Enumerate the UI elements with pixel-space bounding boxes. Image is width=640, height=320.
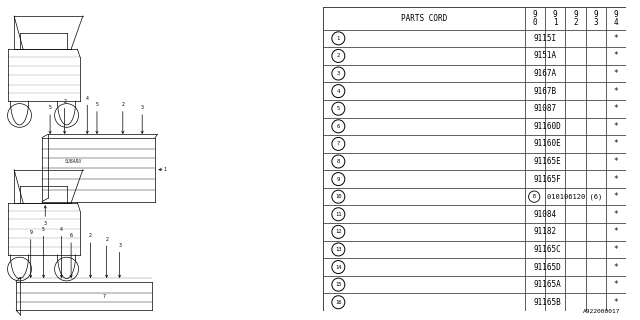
- Text: 91160E: 91160E: [534, 140, 561, 148]
- Text: 91165F: 91165F: [534, 175, 561, 184]
- Text: 9: 9: [29, 230, 32, 235]
- Text: *: *: [614, 157, 618, 166]
- Text: 91165A: 91165A: [534, 280, 561, 289]
- Text: 9167B: 9167B: [534, 87, 557, 96]
- Text: *: *: [614, 69, 618, 78]
- Text: 4: 4: [86, 96, 89, 101]
- Text: 9
4: 9 4: [614, 10, 618, 27]
- Text: 15: 15: [335, 282, 342, 287]
- Text: 9
2: 9 2: [573, 10, 578, 27]
- Text: 91165E: 91165E: [534, 157, 561, 166]
- Text: 1: 1: [337, 36, 340, 41]
- Text: *: *: [614, 210, 618, 219]
- Text: PARTS CORD: PARTS CORD: [401, 14, 447, 23]
- Text: 5: 5: [337, 106, 340, 111]
- Text: SUBARU: SUBARU: [65, 159, 83, 164]
- Text: 12: 12: [335, 229, 342, 234]
- Text: 91165C: 91165C: [534, 245, 561, 254]
- Text: *: *: [614, 175, 618, 184]
- Text: 2: 2: [122, 102, 124, 107]
- Text: 13: 13: [335, 247, 342, 252]
- Text: *: *: [614, 122, 618, 131]
- Text: 2: 2: [63, 99, 66, 104]
- Text: *: *: [614, 262, 618, 272]
- Text: 91165B: 91165B: [534, 298, 561, 307]
- Text: 9
1: 9 1: [553, 10, 557, 27]
- Text: 3: 3: [118, 243, 121, 248]
- Text: 9151A: 9151A: [534, 52, 557, 60]
- Text: *: *: [614, 34, 618, 43]
- Text: 9115I: 9115I: [534, 34, 557, 43]
- Text: 4: 4: [337, 89, 340, 94]
- Text: 9: 9: [337, 177, 340, 181]
- Text: 3: 3: [141, 105, 143, 110]
- Text: *: *: [614, 52, 618, 60]
- Text: *: *: [614, 104, 618, 113]
- Text: 5: 5: [95, 102, 99, 107]
- Text: 91087: 91087: [534, 104, 557, 113]
- Text: 2: 2: [89, 233, 92, 238]
- Text: 9167A: 9167A: [534, 69, 557, 78]
- Text: 1: 1: [163, 167, 166, 172]
- Text: 14: 14: [335, 265, 342, 269]
- Text: 91165D: 91165D: [534, 262, 561, 272]
- Text: 8: 8: [337, 159, 340, 164]
- Text: 7: 7: [337, 141, 340, 146]
- Text: 9
3: 9 3: [593, 10, 598, 27]
- Text: 9
0: 9 0: [532, 10, 537, 27]
- Text: 11: 11: [335, 212, 342, 217]
- Text: *: *: [614, 280, 618, 289]
- Text: 010106120 (6): 010106120 (6): [547, 193, 602, 200]
- Text: *: *: [614, 140, 618, 148]
- Text: 6: 6: [337, 124, 340, 129]
- Text: 4: 4: [60, 227, 63, 232]
- Text: 7: 7: [103, 293, 106, 299]
- Text: 6: 6: [70, 233, 72, 238]
- Text: *: *: [614, 192, 618, 201]
- Text: 10: 10: [335, 194, 342, 199]
- Text: 2: 2: [105, 236, 108, 242]
- Text: *: *: [614, 228, 618, 236]
- Text: 3: 3: [44, 221, 47, 226]
- Text: 91084: 91084: [534, 210, 557, 219]
- Text: 5: 5: [42, 227, 45, 232]
- Text: *: *: [614, 298, 618, 307]
- Text: A922000017: A922000017: [583, 308, 621, 314]
- Text: 91160D: 91160D: [534, 122, 561, 131]
- Text: 2: 2: [337, 53, 340, 59]
- Text: *: *: [614, 87, 618, 96]
- Text: 5: 5: [49, 105, 52, 110]
- Text: 3: 3: [337, 71, 340, 76]
- Text: 91182: 91182: [534, 228, 557, 236]
- Text: B: B: [532, 194, 536, 199]
- Text: 16: 16: [335, 300, 342, 305]
- Text: *: *: [614, 245, 618, 254]
